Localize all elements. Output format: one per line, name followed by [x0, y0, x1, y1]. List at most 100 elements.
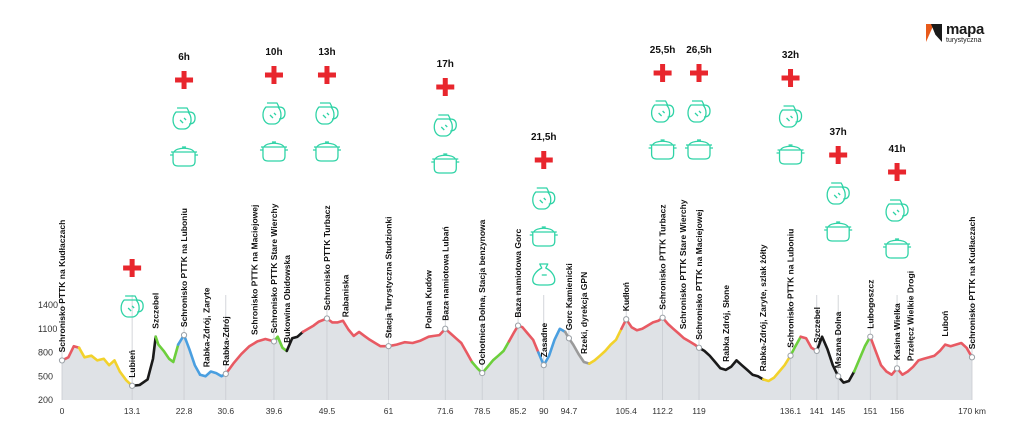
- jug-icon: [433, 114, 457, 137]
- jug-detail: [892, 209, 900, 216]
- profile-segment: [77, 346, 122, 373]
- jug-shape: [433, 114, 457, 137]
- plus-icon: [888, 163, 907, 181]
- pot-icon: [259, 141, 288, 162]
- x-tick-label: 0: [60, 406, 65, 416]
- place-label: Przełęcz Wielkie Drogi: [905, 271, 915, 361]
- profile-segment: [224, 337, 276, 376]
- waypoint-marker: [787, 352, 794, 359]
- stop-column: 41h: [883, 144, 912, 259]
- place-label: Schronisko PTTK na Luboniu: [786, 229, 796, 348]
- jug-detail: [694, 110, 702, 117]
- waypoint-marker: [479, 369, 486, 377]
- profile-segment: [470, 340, 511, 375]
- x-tick-label: 112.2: [652, 406, 673, 416]
- jug-detail: [440, 124, 448, 131]
- plus-icon: [829, 146, 848, 164]
- profile-segment: [198, 370, 228, 378]
- stop-column: 10h: [259, 47, 288, 162]
- plus-icon: [317, 66, 336, 84]
- stop-time: 21,5h: [531, 132, 557, 143]
- x-tick-label: 49.5: [319, 406, 336, 416]
- bag-icon: [532, 263, 556, 286]
- jug-shape: [262, 102, 286, 125]
- stop-time: 13h: [318, 47, 335, 58]
- x-tick-label: 170 km: [958, 406, 986, 416]
- place-label: Luboń: [940, 311, 950, 337]
- jug-detail: [833, 192, 841, 199]
- profile-segment: [507, 324, 540, 354]
- jug-detail: [179, 117, 187, 124]
- profile-segment: [130, 335, 157, 388]
- waypoint-marker: [270, 338, 278, 345]
- pot-icon: [431, 153, 460, 174]
- x-tick-label: 141: [810, 406, 824, 416]
- pot-lid: [651, 139, 674, 146]
- waypoint-marker: [514, 322, 522, 329]
- bag-shape: [532, 263, 556, 286]
- pot-lid: [827, 221, 849, 228]
- waypoint-marker: [695, 344, 703, 351]
- waypoint-marker: [442, 325, 449, 332]
- x-tick-label: 39.6: [266, 406, 283, 416]
- place-label: Schronisko PTTK na Luboniu: [179, 208, 189, 327]
- waypoint-marker: [867, 333, 874, 340]
- waypoint-marker: [385, 343, 392, 350]
- waypoint-marker: [565, 335, 573, 342]
- waypoint-marker: [180, 331, 188, 339]
- place-label: Gorc Kamienicki: [564, 263, 574, 330]
- pot-lid: [688, 139, 710, 146]
- profile-segment: [154, 335, 180, 364]
- place-label: Kudłoń: [621, 282, 631, 311]
- x-tick-label: 22.8: [176, 406, 193, 416]
- place-label: Rabaniska: [341, 274, 351, 317]
- stop-column: 6h: [170, 52, 199, 167]
- jug-icon: [650, 100, 675, 123]
- logo-main-text: mapa: [946, 21, 984, 38]
- x-tick-label: 156: [890, 406, 904, 416]
- stop-column: 13h: [312, 47, 341, 162]
- pot-icon: [529, 226, 558, 247]
- place-label: Kasina Wielka: [892, 303, 902, 360]
- pot-body: [883, 243, 912, 259]
- place-label: Rabka-Zdrój, Zaryte, szlak żółty: [758, 244, 768, 371]
- x-tick-label: 71.6: [437, 406, 454, 416]
- logo-sub-text: turystyczna: [946, 37, 982, 44]
- stop-time: 10h: [265, 47, 282, 58]
- plus-icon: [436, 78, 455, 96]
- pot-lid: [434, 153, 456, 160]
- place-label: Baza namiotowa Lubań: [440, 226, 450, 320]
- x-tick-label: 136.1: [780, 406, 802, 416]
- pot-body: [170, 151, 199, 167]
- stop-column: 32h: [776, 50, 805, 165]
- waypoint-marker: [129, 382, 136, 389]
- x-tick-label: 13.1: [124, 406, 141, 416]
- profile-segment: [761, 354, 792, 383]
- profile-segment: [285, 330, 305, 353]
- profile-segment: [789, 335, 802, 357]
- jug-icon: [687, 100, 711, 123]
- place-label: Mszana Dolna: [833, 311, 843, 368]
- jug-icon: [778, 105, 803, 128]
- x-tick-label: 61: [384, 406, 394, 416]
- profile-segment: [60, 344, 81, 362]
- pot-icon: [170, 146, 199, 167]
- jug-shape: [826, 182, 850, 205]
- pot-body: [824, 226, 853, 242]
- place-label: Zasadne: [539, 322, 549, 357]
- place-label: Szczebel: [812, 307, 822, 343]
- pot-lid: [886, 238, 908, 245]
- waypoint-marker: [623, 316, 630, 323]
- profile-segment: [869, 335, 974, 376]
- pot-lid: [263, 141, 285, 148]
- jug-icon: [826, 182, 850, 205]
- jug-shape: [172, 107, 196, 130]
- plus-icon: [123, 259, 142, 277]
- waypoint-marker: [58, 357, 66, 364]
- pot-icon: [648, 139, 677, 160]
- jug-detail: [269, 112, 277, 119]
- jug-icon: [532, 187, 556, 210]
- pot-icon: [776, 144, 805, 165]
- place-label: Schronisko PTTK na Maciejowej: [250, 205, 260, 335]
- stop-time: 37h: [830, 127, 847, 138]
